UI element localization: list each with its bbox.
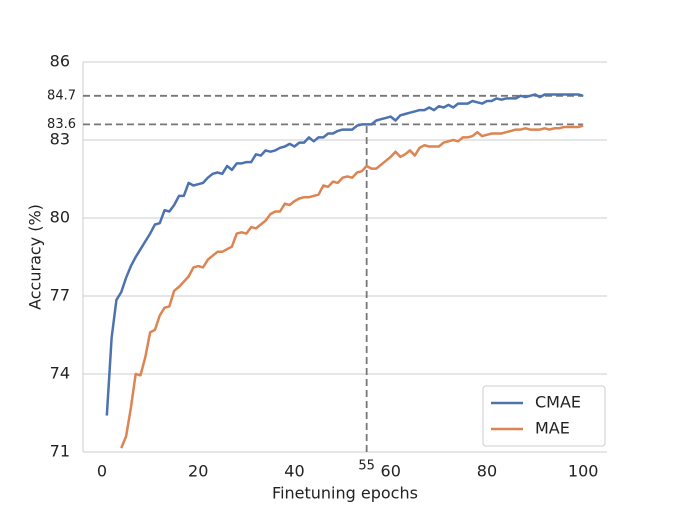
x-tick-label: 20	[188, 462, 208, 481]
reference-tick-label: 83.6	[47, 117, 76, 132]
line-series	[105, 93, 584, 416]
y-tick-label: 86	[50, 52, 70, 71]
reference-tick-label: 55	[358, 459, 375, 474]
x-tick-label: 60	[381, 462, 401, 481]
legend-box	[482, 385, 606, 447]
y-tick-label: 83	[50, 130, 70, 149]
x-tick-label: 80	[477, 462, 497, 481]
x-tick-label: 0	[97, 462, 107, 481]
legend-label: CMAE	[535, 393, 581, 412]
x-axis-label: Finetuning epochs	[272, 484, 418, 503]
line-series	[120, 124, 584, 449]
y-tick-label: 71	[50, 442, 70, 461]
x-tick-label: 100	[568, 462, 599, 481]
reference-tick-label: 84.7	[47, 88, 76, 103]
y-tick-label: 74	[50, 364, 70, 383]
y-axis-label: Accuracy (%)	[26, 204, 45, 310]
legend-label: MAE	[535, 419, 570, 438]
x-tick-label: 40	[284, 462, 304, 481]
y-tick-label: 77	[50, 286, 70, 305]
legend: CMAE MAE	[482, 385, 606, 447]
y-tick-label: 80	[50, 208, 70, 227]
